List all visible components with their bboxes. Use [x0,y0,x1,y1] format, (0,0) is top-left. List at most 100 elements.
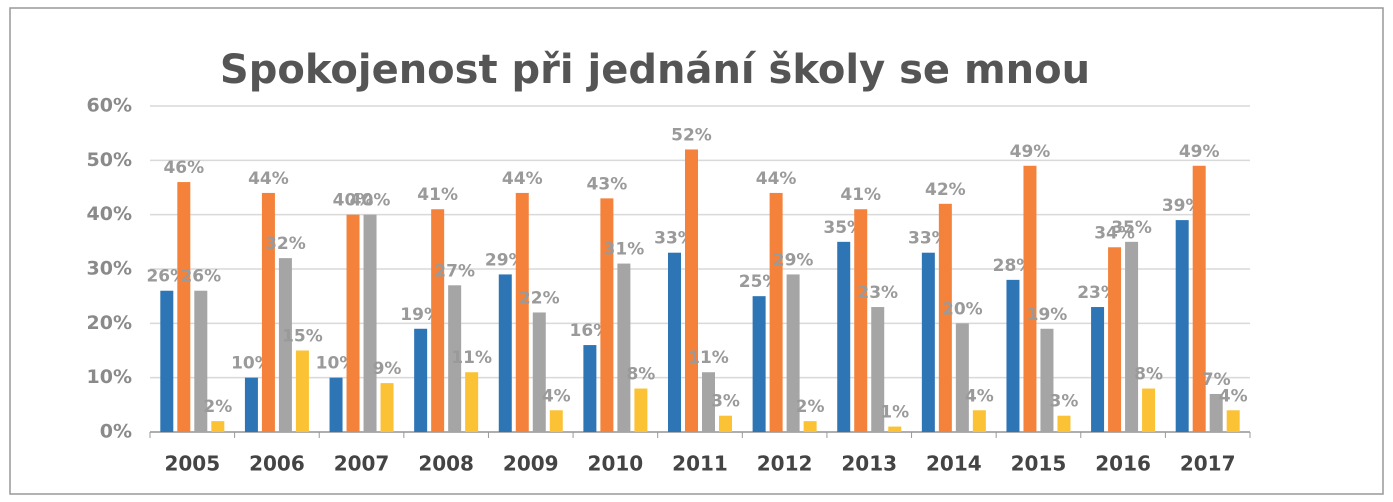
value-label: 23% [1077,283,1118,303]
y-tick-label: 60% [87,95,132,117]
bar [786,274,800,432]
value-label: 27% [434,261,475,281]
bar [1040,328,1054,432]
value-label: 11% [451,348,492,368]
x-tick-label: 2011 [672,452,728,476]
value-label: 23% [857,283,898,303]
value-label: 15% [282,327,323,347]
bar [955,323,969,432]
bar [1057,415,1071,432]
value-label: 4% [965,386,994,406]
x-tick-label: 2012 [757,452,813,476]
value-label: 33% [654,229,695,249]
value-label: 29% [773,250,814,270]
value-label: 10% [231,354,272,374]
bar [346,214,360,432]
bar [194,290,208,432]
value-label: 7% [1202,370,1231,390]
x-tick-label: 2007 [334,452,390,476]
bar [431,209,445,432]
bar [1209,393,1223,432]
bar [498,274,512,432]
value-label: 41% [840,185,881,205]
x-tick-label: 2013 [841,452,897,476]
frame [9,7,1384,495]
bar [719,415,732,432]
bar [921,252,935,432]
x-tick-label: 2014 [926,452,982,476]
value-label: 43% [587,174,628,194]
value-label: 28% [993,256,1034,276]
bar [972,410,986,432]
bar [752,296,766,432]
bar [617,263,631,432]
bar [1226,410,1240,432]
value-label: 32% [265,234,306,254]
y-tick-label: 50% [87,149,132,171]
bar [1091,307,1105,432]
bar [668,252,681,432]
bar [600,198,614,432]
y-tick-label: 0% [100,421,132,443]
bar [532,312,546,432]
bar [685,149,698,432]
value-label: 4% [1219,386,1248,406]
bar [854,209,868,432]
bar [803,421,817,432]
value-label: 2% [796,397,825,417]
value-label: 44% [248,169,289,189]
bar [465,372,479,432]
value-label: 22% [519,288,560,308]
bar [1108,247,1122,432]
value-label: 8% [1134,365,1163,385]
value-label: 44% [756,169,797,189]
value-label: 33% [908,229,949,249]
value-label: 19% [1027,305,1068,325]
value-label: 46% [163,158,204,178]
value-label: 3% [1050,392,1079,412]
value-label: 52% [671,125,712,145]
value-label: 49% [1010,142,1051,162]
bar [515,192,529,432]
bar [295,350,309,432]
value-label: 19% [400,305,441,325]
x-tick-label: 2010 [588,452,644,476]
value-label: 16% [570,321,611,341]
bar [871,307,885,432]
value-label: 35% [1111,218,1152,238]
chart-title: Spokojenost při jednání školy se mnou [220,47,1090,93]
y-tick-label: 10% [87,366,132,388]
bar [211,421,225,432]
bar [329,377,343,432]
x-tick-label: 2006 [249,452,305,476]
bar [1192,165,1206,432]
x-tick-label: 2015 [1011,452,1067,476]
bar [380,383,394,432]
value-label: 40% [350,191,391,211]
value-label: 34% [1094,223,1135,243]
value-label: 42% [925,180,966,200]
bar [160,290,174,432]
value-label: 25% [739,272,780,292]
value-label: 4% [542,386,571,406]
bar [634,388,648,432]
bar [261,192,275,432]
value-label: 35% [823,218,864,238]
value-label: 39% [1162,196,1203,216]
value-label: 31% [604,240,645,260]
x-tick-label: 2008 [418,452,474,476]
value-label: 10% [316,354,357,374]
bar [278,258,292,432]
y-tick-label: 40% [87,203,132,225]
bar [1175,220,1189,432]
bar [1023,165,1037,432]
y-tick-label: 20% [87,312,132,334]
y-tick-label: 30% [87,258,132,280]
value-label: 40% [333,191,374,211]
bar [177,182,191,432]
x-tick-label: 2005 [164,452,220,476]
bar [837,241,851,432]
bar [769,192,783,432]
value-label: 20% [942,299,983,319]
